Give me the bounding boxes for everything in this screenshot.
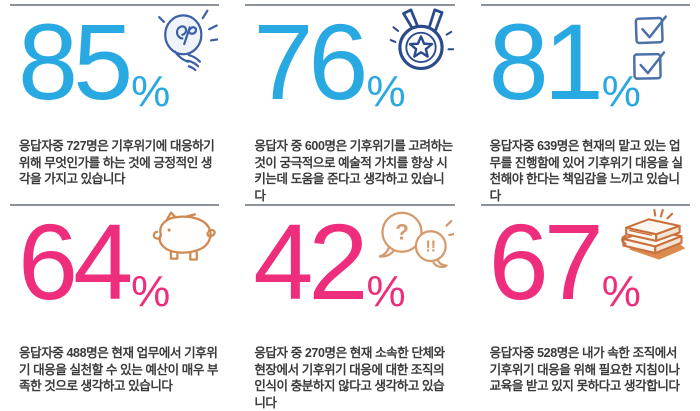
- panel-top-divider: [245, 204, 455, 206]
- stat-panel-responsibility: 81% 응답자중 639명은 현재의 맡고 있는 업무를 진행함에 있어 기후위…: [480, 0, 691, 203]
- panel-top-divider: [10, 204, 220, 206]
- panel-top-divider: [245, 4, 455, 6]
- stat-unit: %: [131, 67, 170, 116]
- stat-unit: %: [366, 67, 405, 116]
- stat-description: 응답자중 488명은 현재 업무에서 기후위기 대응을 실천할 수 있는 예산이…: [19, 346, 219, 393]
- stat-panel-budget: 64% 응답자중 488명은 현재 업무에서 기후위기 대응을 실천할 수 있는…: [9, 200, 220, 401]
- stat-unit: %: [601, 267, 641, 316]
- stat-description: 응답자 중 600명은 기후위기를 고려하는 것이 궁극적으로 예술적 가치를 …: [254, 139, 453, 203]
- medal-icon: [388, 7, 454, 80]
- stat-description: 응답자중 528명은 내가 속한 조직에서 기후위기 대응을 위해 필요한 지침…: [489, 346, 680, 393]
- speech-bubbles-icon: ? !!: [376, 207, 455, 281]
- panel-top-divider: [10, 4, 220, 6]
- stat-value: 81: [488, 1, 604, 122]
- stat-number: 64%: [18, 208, 170, 341]
- stat-number: 76%: [253, 8, 405, 141]
- stat-panel-artistic-value: 76% 응답자 중 600명은 기후위기를 고려하는 것이 궁극적으로 예술적 …: [244, 0, 455, 203]
- checkboxes-icon: [629, 9, 681, 92]
- books-icon: [614, 207, 689, 276]
- stat-value: 42: [253, 201, 368, 322]
- stat-unit: %: [131, 267, 170, 316]
- stat-panel-education: 67% 응답자중 528명은 내가: [480, 200, 691, 401]
- stat-number: 42%: [253, 208, 405, 341]
- stat-number: 81%: [489, 8, 641, 141]
- panel-top-divider: [480, 4, 690, 6]
- stat-value: 64: [18, 201, 133, 322]
- stat-number: 67%: [489, 208, 641, 341]
- stat-description: 응답자중 727명은 기후위기에 대응하기 위해 무엇인가를 하는 것에 긍정적…: [19, 139, 215, 186]
- stat-unit: %: [366, 267, 405, 316]
- stat-value: 67: [488, 201, 604, 322]
- stat-panel-positive-thinking: 85% 응답자중 727명은 기후위기에 대응하기 위해 무엇인가를 하는 것에…: [9, 0, 220, 200]
- piggy-bank-icon: [146, 207, 218, 271]
- stat-description: 응답자 중 270명은 현재 소속한 단체와 현장에서 기후위기 대응에 대한 …: [254, 346, 445, 410]
- svg-text:?: ?: [395, 220, 409, 245]
- svg-text:!!: !!: [425, 239, 436, 256]
- stat-number: 85%: [18, 8, 170, 141]
- panel-top-divider: [480, 204, 690, 206]
- stat-value: 85: [18, 1, 133, 122]
- stat-description: 응답자중 639명은 현재의 맡고 있는 업무를 진행함에 있어 기후위기 대응…: [489, 139, 683, 203]
- infographic-board: 85% 응답자중 727명은 기후위기에 대응하기 위해 무엇인가를 하는 것에…: [9, 0, 691, 410]
- lightbulb-icon: [156, 7, 220, 88]
- stat-panel-awareness: 42% ? !! 응답자 중 270명은 현재 소속한 단체와 현장에서 기후위…: [244, 200, 455, 410]
- stat-value: 76: [253, 1, 368, 122]
